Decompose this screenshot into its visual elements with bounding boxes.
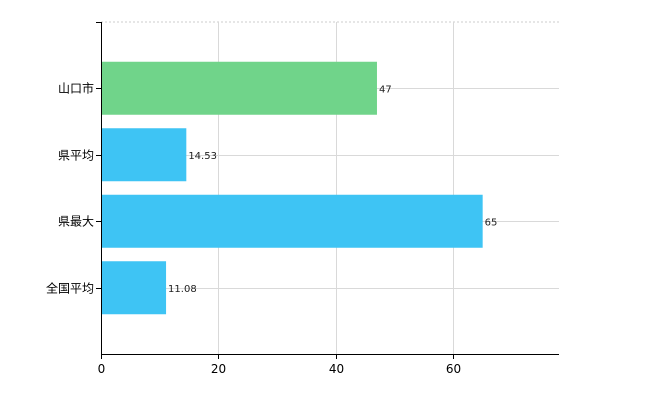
data-label-1: 14.53 bbox=[188, 151, 217, 162]
category-label-3: 全国平均 bbox=[46, 281, 94, 296]
bar-3 bbox=[101, 261, 167, 315]
x-tick-label-0: 0 bbox=[98, 362, 106, 376]
category-label-1: 県平均 bbox=[58, 149, 94, 163]
x-tick-label-2: 40 bbox=[329, 362, 344, 376]
category-label-0: 山口市 bbox=[58, 81, 94, 96]
category-label-2: 県最大 bbox=[58, 215, 94, 229]
bar-2 bbox=[101, 194, 483, 248]
data-label-2: 65 bbox=[485, 217, 498, 228]
x-tick-label-1: 20 bbox=[211, 362, 226, 376]
bar-0 bbox=[101, 61, 377, 115]
data-label-3: 11.08 bbox=[168, 284, 197, 295]
bars-layer bbox=[101, 61, 483, 315]
bar-1 bbox=[101, 128, 187, 182]
x-tick-label-3: 60 bbox=[446, 362, 461, 376]
axes-layer bbox=[96, 22, 559, 359]
data-label-0: 47 bbox=[379, 84, 392, 95]
